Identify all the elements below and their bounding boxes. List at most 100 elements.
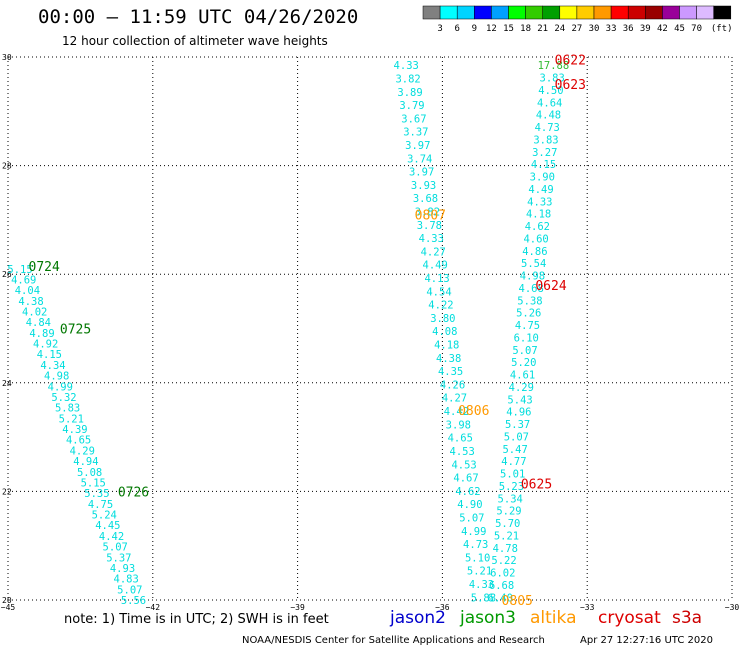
footer-note: note: 1) Time is in UTC; 2) SWH is in fe… (64, 612, 329, 627)
wave-height-point: 5.20 (511, 357, 536, 369)
legend-label: 24 (554, 24, 565, 34)
wave-height-point: 4.15 (531, 159, 556, 171)
wave-height-point: 5.47 (502, 444, 527, 456)
time-annotation: 0725 (60, 323, 91, 338)
wave-height-point: 4.73 (463, 539, 488, 551)
wave-height-point: 5.43 (507, 394, 532, 406)
wave-height-point: 4.98 (44, 371, 69, 383)
legend-label: 45 (674, 24, 685, 34)
wave-height-point: 3.80 (430, 313, 455, 325)
wave-height-point: 4.53 (450, 446, 475, 458)
mission-jason3-label: jason3 (460, 608, 516, 628)
wave-height-point: 4.02 (22, 307, 47, 319)
wave-height-point: 4.49 (423, 260, 448, 272)
wave-height-point: 5.26 (516, 308, 541, 320)
wave-height-point: 3.82 (415, 206, 440, 218)
wave-height-point: 4.33 (469, 579, 494, 591)
mission-jason2-label: jason2 (390, 608, 446, 628)
time-annotation: 0624 (535, 279, 566, 294)
legend-label: 27 (571, 24, 582, 34)
wave-height-point: 6.10 (514, 332, 539, 344)
legend-label: 21 (537, 24, 548, 34)
legend-label: 39 (640, 24, 651, 34)
wave-height-point: 3.27 (532, 147, 557, 159)
wave-height-point: 4.90 (457, 499, 482, 511)
wave-height-point: 5.15 (7, 264, 32, 276)
y-tick-label: 30 (2, 53, 12, 62)
wave-height-point: 4.60 (523, 233, 548, 245)
legend-swatch (713, 5, 732, 20)
wave-height-point: 4.99 (48, 381, 73, 393)
wave-height-point: 5.07 (117, 584, 142, 596)
wave-height-point: 3.82 (395, 73, 420, 85)
wave-height-point: 4.61 (510, 370, 535, 382)
wave-height-point: 4.64 (537, 97, 562, 109)
wave-height-point: 4.22 (428, 300, 453, 312)
time-annotation: 0807 (415, 208, 446, 223)
wave-height-point: 6.40 (488, 592, 513, 604)
wave-height-point: 4.39 (62, 424, 87, 436)
wave-height-point: 3.83 (540, 73, 565, 85)
y-tick-label: 28 (2, 162, 12, 171)
wave-height-point: 3.98 (446, 419, 471, 431)
wave-height-point: 5.70 (495, 518, 520, 530)
wave-height-point: 5.37 (106, 552, 131, 564)
wave-height-point: 4.67 (453, 473, 478, 485)
wave-height-point: 5.24 (92, 510, 117, 522)
wave-height-point: 5.21 (59, 413, 84, 425)
legend-label: 6 (454, 24, 459, 34)
wave-height-point: 4.08 (432, 326, 457, 338)
x-tick-label: −30 (725, 603, 740, 612)
time-annotation: 0806 (458, 404, 489, 419)
wave-height-point: 4.96 (506, 407, 531, 419)
mission-cryosat-label: cryosat (598, 608, 661, 628)
legend-label: 70 (691, 24, 702, 34)
legend-label: 33 (606, 24, 617, 34)
wave-height-point: 3.97 (409, 167, 434, 179)
page-title: 00:00 – 11:59 UTC 04/26/2020 (38, 6, 359, 28)
wave-height-point: 4.34 (40, 360, 65, 372)
wave-height-point: 4.78 (493, 543, 518, 555)
wave-height-point: 4.29 (70, 445, 95, 457)
wave-height-point: 4.53 (451, 459, 476, 471)
wave-height-point: 3.90 (530, 172, 555, 184)
wave-height-point: 5.34 (498, 493, 523, 505)
wave-height-point: 4.18 (526, 209, 551, 221)
wave-height-point: 17.88 (538, 60, 570, 72)
legend-label: 3 (437, 24, 442, 34)
wave-height-point: 5.37 (505, 419, 530, 431)
mission-s3a-label: s3a (672, 608, 703, 628)
wave-height-point: 4.84 (26, 317, 51, 329)
wave-height-point: 5.08 (77, 467, 102, 479)
y-tick-label: 22 (2, 487, 12, 496)
wave-height-point: 4.29 (509, 382, 534, 394)
wave-height-point: 5.88 (471, 592, 496, 604)
wave-height-point: 4.93 (110, 563, 135, 575)
wave-height-point: 4.62 (455, 486, 480, 498)
legend-label: 30 (589, 24, 600, 34)
wave-height-point: 3.68 (413, 193, 438, 205)
wave-height-point: 4.04 (15, 285, 40, 297)
wave-height-point: 3.93 (411, 180, 436, 192)
wave-height-point: 4.75 (515, 320, 540, 332)
wave-height-point: 4.65 (66, 435, 91, 447)
wave-height-point: 4.38 (18, 296, 43, 308)
wave-height-point: 5.23 (499, 481, 524, 493)
wave-height-point: 4.45 (95, 520, 120, 532)
wave-height-point: 5.22 (491, 555, 516, 567)
mission-altika-label: altika (530, 608, 577, 628)
wave-height-point: 5.83 (55, 403, 80, 415)
legend-label: 15 (503, 24, 514, 34)
wave-height-point: 4.86 (522, 246, 547, 258)
time-annotation: 0623 (555, 78, 586, 93)
generation-timestamp: Apr 27 12:27:16 UTC 2020 (580, 635, 713, 646)
time-annotation: 0805 (502, 594, 533, 609)
wave-height-point: 4.13 (424, 273, 449, 285)
wave-height-point: 3.83 (533, 134, 558, 146)
legend-label: 18 (520, 24, 531, 34)
wave-height-point: 5.01 (500, 469, 525, 481)
wave-height-point: 4.77 (501, 456, 526, 468)
color-legend: 3 6 9 12 15 18 21 24 27 30 33 36 39 42 45 70 (ft) (422, 5, 732, 34)
x-tick-label: −39 (290, 603, 305, 612)
time-annotation: 0625 (521, 477, 552, 492)
